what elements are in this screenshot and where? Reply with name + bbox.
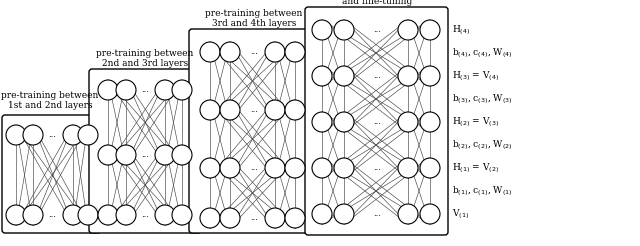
Text: H$_{(2)}$ = V$_{(3)}$: H$_{(2)}$ = V$_{(3)}$ bbox=[452, 115, 499, 129]
Text: b$_{(1)}$, c$_{(1)}$, W$_{(1)}$: b$_{(1)}$, c$_{(1)}$, W$_{(1)}$ bbox=[452, 184, 513, 198]
Circle shape bbox=[334, 20, 354, 40]
Circle shape bbox=[334, 204, 354, 224]
Circle shape bbox=[312, 112, 332, 132]
Circle shape bbox=[220, 100, 240, 120]
Circle shape bbox=[420, 204, 440, 224]
Text: b$_{(4)}$, c$_{(4)}$, W$_{(4)}$: b$_{(4)}$, c$_{(4)}$, W$_{(4)}$ bbox=[452, 46, 513, 60]
Circle shape bbox=[220, 208, 240, 228]
Text: ...: ... bbox=[250, 106, 258, 114]
Circle shape bbox=[200, 42, 220, 62]
Circle shape bbox=[420, 20, 440, 40]
Circle shape bbox=[155, 145, 175, 165]
Circle shape bbox=[265, 208, 285, 228]
Circle shape bbox=[155, 80, 175, 100]
Circle shape bbox=[265, 158, 285, 178]
Circle shape bbox=[398, 112, 418, 132]
Text: ...: ... bbox=[250, 48, 258, 56]
Text: b$_{(2)}$, c$_{(2)}$, W$_{(2)}$: b$_{(2)}$, c$_{(2)}$, W$_{(2)}$ bbox=[452, 138, 513, 152]
Text: ...: ... bbox=[373, 26, 381, 34]
Circle shape bbox=[420, 158, 440, 178]
Circle shape bbox=[398, 158, 418, 178]
Circle shape bbox=[63, 205, 83, 225]
Circle shape bbox=[23, 125, 43, 145]
FancyBboxPatch shape bbox=[189, 29, 318, 233]
Circle shape bbox=[98, 145, 118, 165]
Circle shape bbox=[265, 100, 285, 120]
Text: ...: ... bbox=[48, 211, 56, 219]
Text: pre-training between
4th and 5th layers,
and fine-tuning: pre-training between 4th and 5th layers,… bbox=[328, 0, 426, 6]
Text: b$_{(3)}$, c$_{(3)}$, W$_{(3)}$: b$_{(3)}$, c$_{(3)}$, W$_{(3)}$ bbox=[452, 92, 513, 106]
Circle shape bbox=[78, 205, 98, 225]
FancyBboxPatch shape bbox=[305, 7, 448, 235]
Circle shape bbox=[334, 158, 354, 178]
Circle shape bbox=[172, 145, 192, 165]
Text: pre-training between
1st and 2nd layers: pre-training between 1st and 2nd layers bbox=[1, 91, 99, 110]
Circle shape bbox=[200, 100, 220, 120]
Text: ...: ... bbox=[141, 151, 149, 159]
Circle shape bbox=[220, 42, 240, 62]
Circle shape bbox=[98, 80, 118, 100]
Text: ...: ... bbox=[373, 164, 381, 172]
Circle shape bbox=[6, 125, 26, 145]
Circle shape bbox=[420, 66, 440, 86]
Circle shape bbox=[312, 66, 332, 86]
Circle shape bbox=[116, 145, 136, 165]
Text: ...: ... bbox=[373, 118, 381, 126]
Text: H$_{(1)}$ = V$_{(2)}$: H$_{(1)}$ = V$_{(2)}$ bbox=[452, 161, 499, 175]
Circle shape bbox=[172, 80, 192, 100]
Circle shape bbox=[334, 112, 354, 132]
Circle shape bbox=[285, 42, 305, 62]
Circle shape bbox=[265, 42, 285, 62]
Text: ...: ... bbox=[250, 214, 258, 222]
Circle shape bbox=[116, 205, 136, 225]
Circle shape bbox=[285, 158, 305, 178]
Circle shape bbox=[78, 125, 98, 145]
Circle shape bbox=[420, 112, 440, 132]
Circle shape bbox=[200, 208, 220, 228]
FancyBboxPatch shape bbox=[2, 115, 101, 233]
Text: ...: ... bbox=[48, 131, 56, 139]
Text: pre-training between
3rd and 4th layers: pre-training between 3rd and 4th layers bbox=[205, 9, 303, 28]
Text: ...: ... bbox=[373, 72, 381, 80]
Circle shape bbox=[398, 204, 418, 224]
Circle shape bbox=[6, 205, 26, 225]
Text: ...: ... bbox=[141, 211, 149, 219]
Text: V$_{(1)}$: V$_{(1)}$ bbox=[452, 207, 469, 221]
Circle shape bbox=[220, 158, 240, 178]
Text: ...: ... bbox=[141, 86, 149, 94]
Text: ...: ... bbox=[373, 210, 381, 218]
Circle shape bbox=[285, 100, 305, 120]
Circle shape bbox=[116, 80, 136, 100]
Text: pre-training between
2nd and 3rd layers: pre-training between 2nd and 3rd layers bbox=[96, 49, 194, 68]
Text: H$_{(4)}$: H$_{(4)}$ bbox=[452, 23, 470, 37]
Text: H$_{(3)}$ = V$_{(4)}$: H$_{(3)}$ = V$_{(4)}$ bbox=[452, 69, 499, 83]
Circle shape bbox=[23, 205, 43, 225]
Circle shape bbox=[398, 66, 418, 86]
Circle shape bbox=[200, 158, 220, 178]
Circle shape bbox=[334, 66, 354, 86]
Circle shape bbox=[312, 158, 332, 178]
Circle shape bbox=[155, 205, 175, 225]
Circle shape bbox=[98, 205, 118, 225]
Circle shape bbox=[172, 205, 192, 225]
Text: ...: ... bbox=[250, 164, 258, 172]
Circle shape bbox=[398, 20, 418, 40]
Circle shape bbox=[285, 208, 305, 228]
Circle shape bbox=[312, 20, 332, 40]
Circle shape bbox=[312, 204, 332, 224]
Circle shape bbox=[63, 125, 83, 145]
FancyBboxPatch shape bbox=[89, 69, 201, 233]
